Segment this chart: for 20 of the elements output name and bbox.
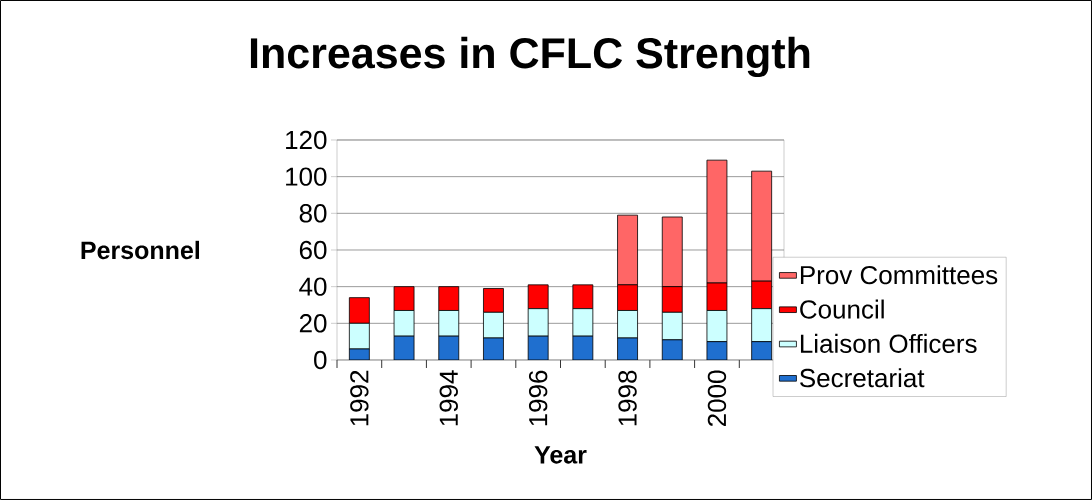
x-tick-label: 1998 <box>618 370 637 426</box>
legend-label: Liaison Officers <box>800 333 977 353</box>
x-tick-label: 1996 <box>528 370 548 426</box>
bar <box>661 339 683 360</box>
legend-label: Secretariat <box>800 368 925 388</box>
y-tick-label: 100 <box>286 167 327 186</box>
y-tick-label: 20 <box>299 314 327 333</box>
y-tick-label: 0 <box>314 350 327 370</box>
legend-label: Prov Committees <box>800 265 998 285</box>
x-tick-label: 1994 <box>439 370 458 426</box>
legend-label: Council <box>800 299 884 319</box>
x-tick-label: 2000 <box>707 370 727 427</box>
y-tick-label: 80 <box>299 204 327 223</box>
y-tick-label: 60 <box>299 240 327 260</box>
y-tick-label: 120 <box>286 130 327 150</box>
y-axis-title: Personnel <box>81 240 199 260</box>
chart-title: Increases in CFLC Strength <box>250 36 810 78</box>
y-tick-label: 40 <box>299 277 327 296</box>
x-axis-title: Year <box>534 446 587 464</box>
x-tick-label: 1992 <box>350 370 369 426</box>
